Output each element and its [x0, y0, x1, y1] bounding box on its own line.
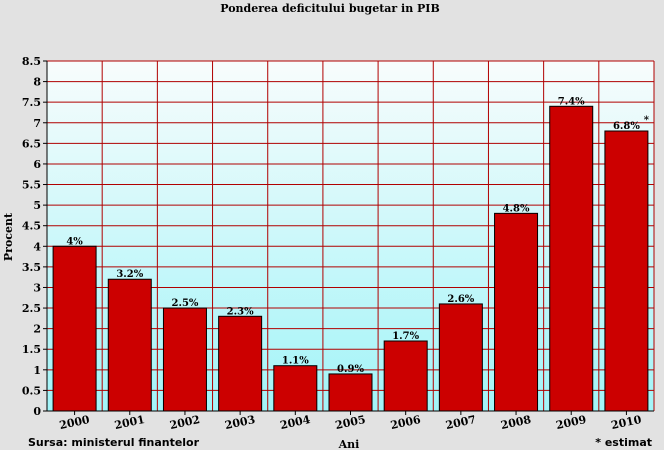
- y-tick-label: 5.5: [22, 179, 41, 192]
- bar-2006: [383, 340, 428, 412]
- bar-2008: [494, 212, 539, 412]
- data-label: 6.8%: [613, 121, 640, 132]
- y-tick-label: 8.5: [22, 55, 41, 68]
- chart-title: Ponderea deficitului bugetar in PIB: [220, 2, 440, 15]
- x-tick-label: 2003: [224, 413, 257, 432]
- x-tick-label: 2007: [444, 413, 477, 432]
- data-label: 1.1%: [282, 356, 309, 367]
- data-label: 3.2%: [116, 269, 143, 280]
- y-tick-label: 0.5: [22, 384, 41, 397]
- x-tick-label: 2005: [334, 413, 367, 432]
- bar-2002: [162, 307, 207, 412]
- bar-2009: [549, 105, 594, 412]
- bar-2005: [328, 373, 373, 412]
- x-tick-label: 2006: [389, 413, 422, 432]
- data-label: 4.8%: [503, 203, 530, 214]
- x-axis-ticks: 2000 2001 2002 2003 2004 2005 2006 2007 2008 2009…: [58, 411, 643, 432]
- bar-2010: [604, 130, 649, 412]
- y-tick-label: 4.5: [22, 220, 41, 233]
- data-label: 0.9%: [337, 364, 364, 375]
- data-label: 4%: [66, 236, 83, 247]
- y-tick-label: 2.5: [22, 302, 41, 315]
- x-axis-label: Ani: [338, 438, 360, 450]
- bars: [52, 105, 649, 412]
- y-tick-label: 3.5: [22, 261, 41, 274]
- data-label: 2.6%: [447, 294, 474, 305]
- y-tick-label: 1: [33, 364, 41, 377]
- data-labels: 4% 3.2% 2.5% 2.3% 1.1% 0.9% 1.7% 2.6% 4.8% 7.4% 6.…: [66, 96, 649, 375]
- x-tick-label: 2001: [113, 413, 146, 432]
- estimate-mark: *: [644, 115, 650, 126]
- data-label: 2.3%: [227, 306, 254, 317]
- x-tick-label: 2008: [500, 413, 533, 432]
- y-tick-label: 1.5: [22, 343, 41, 356]
- y-tick-label: 3: [33, 281, 41, 294]
- y-axis-label: Procent: [2, 212, 15, 261]
- bar-2003: [218, 315, 263, 412]
- y-tick-label: 5: [33, 199, 41, 212]
- data-label: 1.7%: [392, 331, 419, 342]
- x-tick-label: 2009: [555, 413, 588, 432]
- source-note: Sursa: ministerul finantelor: [28, 436, 200, 449]
- y-tick-label: 6: [33, 158, 41, 171]
- y-axis-ticks: 0 0.5 1 1.5 2 2.5 3 3.5 4 4.5 5 5.5 6 6.5 7 7.5 8 8.5: [22, 55, 47, 418]
- x-tick-label: 2010: [610, 413, 643, 432]
- data-label: 7.4%: [558, 96, 585, 107]
- x-tick-label: 2002: [169, 413, 202, 432]
- y-tick-label: 0: [33, 405, 41, 418]
- bar-2004: [273, 365, 318, 412]
- y-tick-label: 8: [33, 76, 41, 89]
- y-tick-label: 2: [33, 323, 41, 336]
- estimate-note: * estimat: [595, 436, 652, 449]
- y-tick-label: 6.5: [22, 137, 41, 150]
- y-tick-label: 4: [33, 240, 41, 253]
- y-tick-label: 7: [33, 117, 41, 130]
- bar-2000: [52, 245, 97, 412]
- bar-2007: [438, 303, 483, 412]
- x-tick-label: 2000: [58, 413, 91, 432]
- bar-2001: [107, 278, 152, 412]
- x-tick-label: 2004: [279, 413, 312, 432]
- y-tick-label: 7.5: [22, 96, 41, 109]
- data-label: 2.5%: [172, 298, 199, 309]
